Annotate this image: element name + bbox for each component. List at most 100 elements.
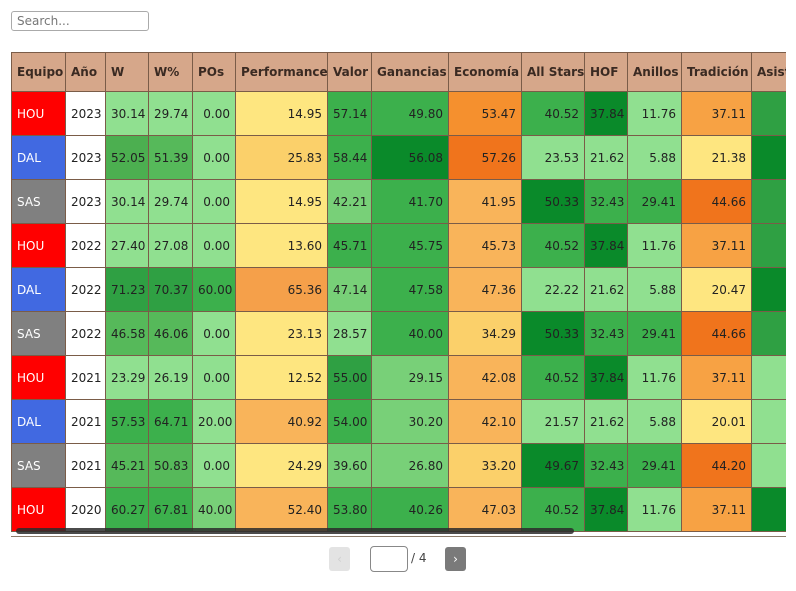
table-cell: 24.29 <box>235 443 328 488</box>
table-cell: 37.84 <box>584 355 628 400</box>
table-row: SAS 2022 46.58 46.06 0.00 23.13 28.57 40.00 34.2… <box>11 311 786 356</box>
table-cell: 51.39 <box>148 135 193 180</box>
table-cell <box>751 135 786 180</box>
table-cell: 39.60 <box>327 443 372 488</box>
table-cell: 37.11 <box>681 487 752 532</box>
table-cell: 49.80 <box>371 91 449 136</box>
table-cell: 0.00 <box>192 135 236 180</box>
column-header[interactable]: Año <box>65 52 106 92</box>
table-cell: 53.47 <box>448 91 522 136</box>
table-cell: 58.44 <box>327 135 372 180</box>
table-row: HOU 2020 60.27 67.81 40.00 52.40 53.80 40.26 47.… <box>11 487 786 532</box>
table-cell: 60.27 <box>105 487 149 532</box>
table-cell: 26.80 <box>371 443 449 488</box>
table-cell: 20.01 <box>681 399 752 444</box>
table-body: HOU 2023 30.14 29.74 0.00 14.95 57.14 49.80 53.4… <box>11 91 786 532</box>
year-cell: 2020 <box>65 487 106 532</box>
team-cell: HOU <box>11 223 66 268</box>
table-cell: 29.74 <box>148 91 193 136</box>
column-header[interactable]: Tradición <box>681 52 752 92</box>
table-cell: 26.19 <box>148 355 193 400</box>
column-header[interactable]: W <box>105 52 149 92</box>
table-row: SAS 2021 45.21 50.83 0.00 24.29 39.60 26.80 33.2… <box>11 443 786 488</box>
column-header[interactable]: Asist <box>751 52 786 92</box>
year-cell: 2021 <box>65 443 106 488</box>
table-cell: 70.37 <box>148 267 193 312</box>
pagination: ‹ / 4 › <box>0 546 796 572</box>
table-cell: 50.33 <box>521 311 585 356</box>
year-cell: 2022 <box>65 223 106 268</box>
table-cell: 23.53 <box>521 135 585 180</box>
team-cell: SAS <box>11 179 66 224</box>
table-cell <box>751 399 786 444</box>
table-cell: 40.00 <box>371 311 449 356</box>
column-header[interactable]: POs <box>192 52 236 92</box>
column-header[interactable]: Anillos <box>627 52 682 92</box>
next-page-button[interactable]: › <box>445 547 466 571</box>
column-header[interactable]: W% <box>148 52 193 92</box>
table-cell: 34.29 <box>448 311 522 356</box>
table-cell: 25.83 <box>235 135 328 180</box>
year-cell: 2023 <box>65 179 106 224</box>
table-cell <box>751 91 786 136</box>
search-input[interactable] <box>11 11 149 31</box>
table-cell: 11.76 <box>627 487 682 532</box>
data-table-container: Equipo Año W W% POs Performance Valor Ganancias… <box>11 52 786 537</box>
table-cell: 21.57 <box>521 399 585 444</box>
table-cell: 23.29 <box>105 355 149 400</box>
table-cell: 5.88 <box>627 399 682 444</box>
column-header[interactable]: Equipo <box>11 52 66 92</box>
team-cell: HOU <box>11 355 66 400</box>
table-cell: 44.66 <box>681 311 752 356</box>
column-header[interactable]: Performance <box>235 52 328 92</box>
table-row: HOU 2022 27.40 27.08 0.00 13.60 45.71 45.75 45.7… <box>11 223 786 268</box>
table-cell: 54.00 <box>327 399 372 444</box>
page-number-input[interactable] <box>370 546 408 572</box>
column-header[interactable]: All Stars <box>521 52 585 92</box>
table-cell: 5.88 <box>627 135 682 180</box>
team-cell: DAL <box>11 399 66 444</box>
year-cell: 2022 <box>65 311 106 356</box>
table-cell: 29.15 <box>371 355 449 400</box>
year-cell: 2021 <box>65 355 106 400</box>
table-cell: 27.40 <box>105 223 149 268</box>
table-row: DAL 2021 57.53 64.71 20.00 40.92 54.00 30.20 42.… <box>11 399 786 444</box>
table-cell: 27.08 <box>148 223 193 268</box>
table-row: SAS 2023 30.14 29.74 0.00 14.95 42.21 41.70 41.9… <box>11 179 786 224</box>
table-cell: 37.11 <box>681 91 752 136</box>
table-cell: 40.26 <box>371 487 449 532</box>
page-total-label: / 4 <box>411 551 427 565</box>
horizontal-scrollbar[interactable] <box>16 528 574 534</box>
year-cell: 2023 <box>65 91 106 136</box>
table-cell: 45.75 <box>371 223 449 268</box>
table-cell: 29.41 <box>627 311 682 356</box>
table-cell: 23.13 <box>235 311 328 356</box>
column-header[interactable]: Valor <box>327 52 372 92</box>
column-header[interactable]: HOF <box>584 52 628 92</box>
team-cell: HOU <box>11 91 66 136</box>
table-cell: 21.62 <box>584 267 628 312</box>
table-cell: 44.20 <box>681 443 752 488</box>
column-header[interactable]: Ganancias <box>371 52 449 92</box>
table-cell <box>751 487 786 532</box>
prev-page-button[interactable]: ‹ <box>329 547 350 571</box>
table-cell: 37.84 <box>584 487 628 532</box>
table-cell: 55.00 <box>327 355 372 400</box>
table-cell: 5.88 <box>627 267 682 312</box>
table-cell <box>751 443 786 488</box>
table-row: HOU 2021 23.29 26.19 0.00 12.52 55.00 29.15 42.0… <box>11 355 786 400</box>
table-cell: 28.57 <box>327 311 372 356</box>
year-cell: 2021 <box>65 399 106 444</box>
table-cell: 30.14 <box>105 91 149 136</box>
table-cell: 49.67 <box>521 443 585 488</box>
table-cell: 42.21 <box>327 179 372 224</box>
table-row: DAL 2023 52.05 51.39 0.00 25.83 58.44 56.08 57.2… <box>11 135 786 180</box>
table-cell: 0.00 <box>192 355 236 400</box>
table-cell: 29.41 <box>627 443 682 488</box>
table-cell <box>751 355 786 400</box>
table-cell: 67.81 <box>148 487 193 532</box>
column-header[interactable]: Economía <box>448 52 522 92</box>
table-cell: 29.74 <box>148 179 193 224</box>
team-cell: SAS <box>11 311 66 356</box>
table-cell: 57.14 <box>327 91 372 136</box>
